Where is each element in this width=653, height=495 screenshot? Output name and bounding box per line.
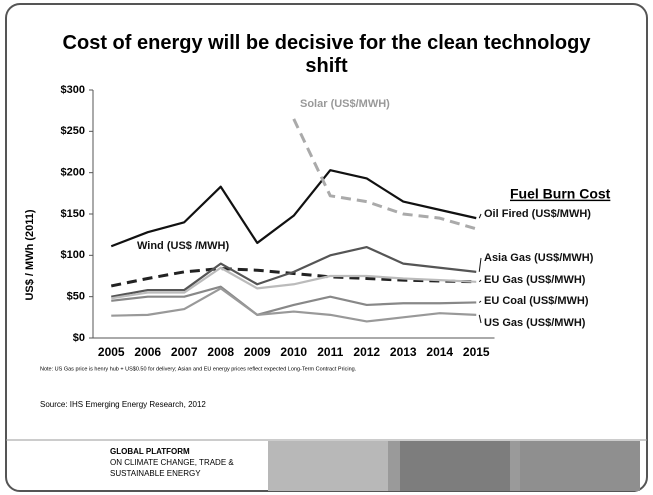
series-label: Wind (US$ /MWH) — [137, 240, 229, 252]
x-tick-label: 2008 — [207, 345, 234, 359]
series-line — [111, 285, 477, 316]
y-tick-label: $100 — [61, 249, 85, 261]
x-tick-label: 2010 — [280, 345, 307, 359]
footer-line: ON CLIMATE CHANGE, TRADE & — [110, 458, 234, 467]
footer-line: SUSTAINABLE ENERGY — [110, 469, 201, 478]
series-line — [110, 169, 477, 248]
note: Note: US Gas price is henry hub + US$0.5… — [40, 366, 357, 372]
series-line — [111, 245, 477, 298]
series-label: Asia Gas (US$/MWH) — [484, 252, 594, 264]
x-tick-label: 2009 — [244, 345, 271, 359]
label-arrow — [478, 257, 482, 272]
label-arrow — [478, 213, 482, 219]
series-label: Oil Fired (US$/MWH) — [484, 208, 591, 220]
series-label: Solar (US$/MWH) — [300, 98, 390, 110]
label-arrow — [478, 279, 482, 283]
label-arrow — [478, 314, 482, 324]
series-label: EU Gas (US$/MWH) — [484, 274, 586, 286]
series-label: US Gas (US$/MWH) — [484, 317, 586, 329]
series-label: EU Coal (US$/MWH) — [484, 295, 589, 307]
y-tick-label: $300 — [61, 84, 85, 96]
y-tick-label: $250 — [61, 125, 85, 137]
x-tick-label: 2005 — [98, 345, 125, 359]
x-tick-label: 2015 — [463, 345, 490, 359]
footer-line: GLOBAL PLATFORM — [110, 447, 190, 456]
y-axis-label: US$ / MWh (2011) — [24, 209, 36, 300]
y-tick-label: $0 — [73, 332, 85, 344]
x-tick-label: 2007 — [171, 345, 198, 359]
x-tick-label: 2012 — [353, 345, 380, 359]
x-tick-label: 2006 — [134, 345, 161, 359]
footer-image — [520, 441, 640, 491]
x-tick-label: 2014 — [426, 345, 453, 359]
annotation: Fuel Burn Cost — [510, 186, 611, 202]
y-tick-label: $200 — [61, 167, 85, 179]
series-line — [110, 267, 477, 288]
series-line — [111, 266, 477, 300]
chart-title: Cost of energy will be decisive for the … — [62, 32, 591, 77]
footer-image — [400, 441, 510, 491]
y-tick-label: $150 — [61, 208, 85, 220]
series-line — [292, 118, 477, 231]
label-arrow — [478, 300, 482, 303]
source: Source: IHS Emerging Energy Research, 20… — [40, 400, 206, 409]
x-tick-label: 2011 — [317, 345, 343, 359]
y-tick-label: $50 — [67, 291, 85, 303]
x-tick-label: 2013 — [390, 345, 417, 359]
footer-image — [268, 441, 388, 491]
series-line — [111, 287, 477, 323]
